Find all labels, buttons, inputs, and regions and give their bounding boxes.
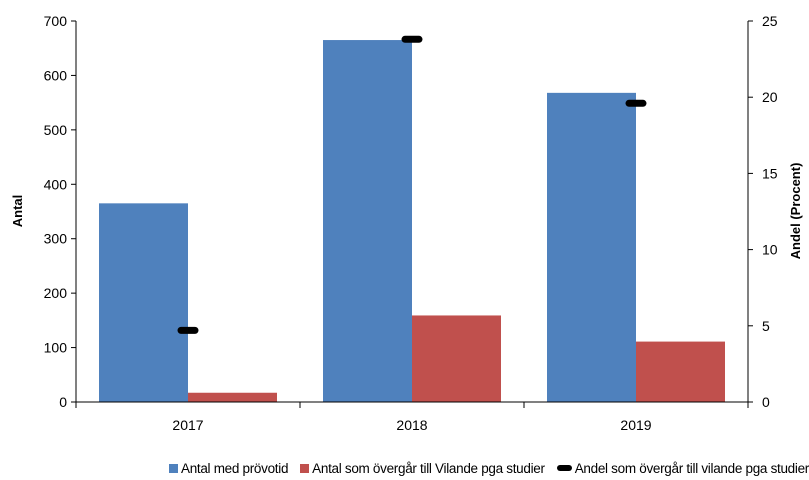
y-tick-label: 100 [44,340,68,356]
y2-tick-label: 10 [762,242,778,258]
y2-tick-label: 25 [762,13,778,29]
y-tick-label: 700 [44,13,68,29]
y-tick-label: 300 [44,231,68,247]
bars-layer [99,40,725,403]
x-tick-label: 2017 [172,417,203,433]
markers-layer [177,35,647,334]
y2-tick-label: 0 [762,394,770,410]
bar-2018-series-2 [412,315,501,402]
bar-2019-series-2 [636,341,725,402]
y-tick-label: 600 [44,67,68,83]
legend-item-antal-vilande: Antal som övergår till Vilande pga studi… [300,461,545,476]
y2-axis-title: Andel (Procent) [788,163,803,260]
bar-2019-series-1 [547,92,636,403]
axes-layer: 0 100 200 300 400 500 600 700 0 5 10 15 20 25 2017 2018… [44,13,778,433]
bar-2017-series-1 [99,203,188,402]
y-tick-label: 200 [44,285,68,301]
legend-item-andel-vilande: Andel som övergår till vilande pga studi… [556,460,809,476]
x-tick-label: 2019 [620,417,651,433]
x-tick-label: 2018 [396,417,427,433]
bar-2017-series-2 [188,392,277,402]
y-tick-label: 0 [59,394,67,410]
legend: Antal med prövotid Antal som övergår til… [76,458,809,478]
y-tick-label: 500 [44,122,68,138]
y-tick-label: 400 [44,176,68,192]
y-axis-title: Antal [10,195,25,228]
legend-label: Antal som övergår till Vilande pga studi… [312,460,545,476]
y2-tick-label: 15 [762,165,778,181]
legend-swatch-marker [556,465,572,471]
legend-swatch-red [300,463,310,473]
legend-swatch-blue [168,463,178,473]
chart: 0 100 200 300 400 500 600 700 0 5 10 15 20 25 2017 2018… [10,13,803,433]
bar-2018-series-1 [323,40,412,403]
y2-tick-label: 20 [762,89,778,105]
legend-item-antal-med-provotid: Antal med prövotid [168,460,289,476]
legend-label: Antal med prövotid [180,460,289,476]
legend-label: Andel som övergår till vilande pga studi… [574,460,809,476]
y2-tick-label: 5 [762,318,770,334]
